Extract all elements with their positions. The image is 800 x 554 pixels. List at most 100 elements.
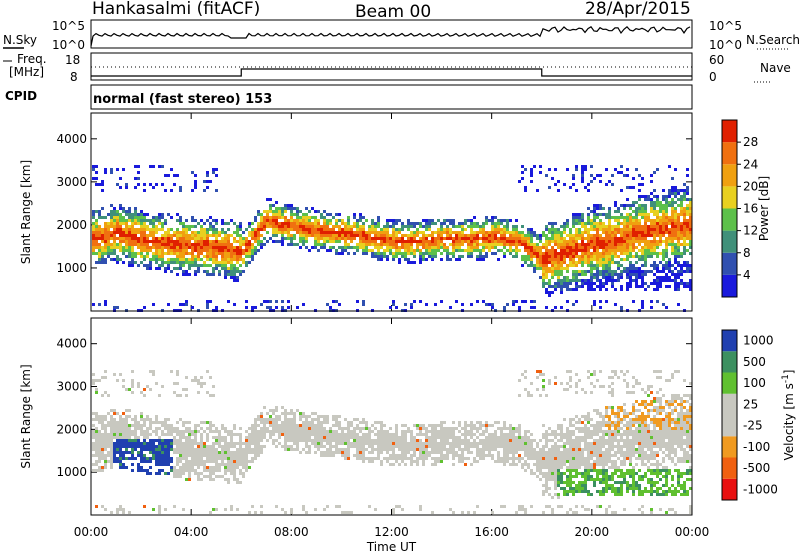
power-cell: [119, 186, 122, 189]
velocity-cell: [179, 439, 182, 442]
power-cell: [107, 225, 110, 228]
power-cell: [545, 252, 548, 255]
power-cell: [116, 216, 119, 219]
velocity-cell: [245, 430, 248, 433]
power-cell: [119, 234, 122, 237]
power-cell: [446, 249, 449, 252]
velocity-cell: [440, 448, 443, 451]
power-cell: [554, 222, 557, 225]
power-cell: [299, 219, 302, 222]
power-cell: [116, 246, 119, 249]
power-cell: [92, 246, 95, 249]
power-cell: [635, 252, 638, 255]
velocity-cell: [203, 475, 206, 478]
power-cell: [593, 243, 596, 246]
velocity-cell: [407, 442, 410, 445]
velocity-cell: [164, 508, 167, 511]
power-cell: [410, 222, 413, 225]
power-cell: [407, 246, 410, 249]
velocity-cell: [119, 457, 122, 460]
power-cell: [575, 237, 578, 240]
power-cell: [137, 171, 140, 174]
velocity-cell: [374, 421, 377, 424]
power-cell: [278, 225, 281, 228]
power-cell: [404, 240, 407, 243]
power-cell: [680, 204, 683, 207]
velocity-cell: [266, 418, 269, 421]
velocity-cell: [212, 451, 215, 454]
power-cell: [602, 273, 605, 276]
power-cell: [128, 249, 131, 252]
power-cell: [473, 249, 476, 252]
velocity-cell: [224, 427, 227, 430]
power-cell: [566, 264, 569, 267]
velocity-cell: [170, 430, 173, 433]
power-cell: [611, 252, 614, 255]
velocity-cell: [437, 460, 440, 463]
power-cell: [530, 306, 533, 309]
power-cell: [488, 231, 491, 234]
velocity-cell: [230, 463, 233, 466]
power-cell: [635, 267, 638, 270]
power-colorbar-segment: [722, 274, 737, 297]
power-cell: [176, 240, 179, 243]
power-cell: [668, 228, 671, 231]
velocity-cell: [242, 466, 245, 469]
velocity-cell: [254, 439, 257, 442]
power-cell: [146, 264, 149, 267]
velocity-cell: [188, 448, 191, 451]
power-cell: [635, 231, 638, 234]
power-cell: [449, 222, 452, 225]
power-cell: [299, 210, 302, 213]
velocity-cell: [113, 430, 116, 433]
power-cell: [233, 258, 236, 261]
power-cell: [632, 300, 635, 303]
power-cell: [632, 270, 635, 273]
power-cell: [518, 240, 521, 243]
power-cell: [599, 288, 602, 291]
velocity-cell: [335, 418, 338, 421]
power-cell: [176, 234, 179, 237]
power-cell: [584, 168, 587, 171]
power-cell: [131, 261, 134, 264]
power-cell: [296, 216, 299, 219]
power-cell: [281, 225, 284, 228]
velocity-cell: [257, 415, 260, 418]
power-cell: [155, 261, 158, 264]
velocity-cell: [473, 457, 476, 460]
velocity-cell: [464, 421, 467, 424]
power-cell: [344, 231, 347, 234]
power-cell: [569, 252, 572, 255]
power-cell: [566, 267, 569, 270]
power-cell: [455, 246, 458, 249]
power-cell: [263, 225, 266, 228]
power-cell: [284, 210, 287, 213]
power-cell: [329, 237, 332, 240]
power-cell: [524, 234, 527, 237]
power-cell: [185, 240, 188, 243]
power-cell: [662, 279, 665, 282]
velocity-cell: [455, 442, 458, 445]
power-cell: [194, 270, 197, 273]
velocity-cell: [257, 439, 260, 442]
power-cell: [557, 276, 560, 279]
power-cell: [362, 225, 365, 228]
power-cell: [674, 213, 677, 216]
power-cell: [632, 222, 635, 225]
velocity-cell: [377, 436, 380, 439]
velocity-cell: [386, 448, 389, 451]
power-cell: [605, 234, 608, 237]
power-cell: [431, 246, 434, 249]
power-cell: [680, 201, 683, 204]
power-cell: [446, 231, 449, 234]
power-cell: [236, 225, 239, 228]
power-cell: [206, 246, 209, 249]
power-cell: [185, 219, 188, 222]
power-cell: [284, 216, 287, 219]
velocity-cell: [482, 457, 485, 460]
power-cell: [134, 228, 137, 231]
power-cell: [302, 234, 305, 237]
power-cell: [620, 264, 623, 267]
power-cell: [188, 273, 191, 276]
power-cell: [539, 255, 542, 258]
